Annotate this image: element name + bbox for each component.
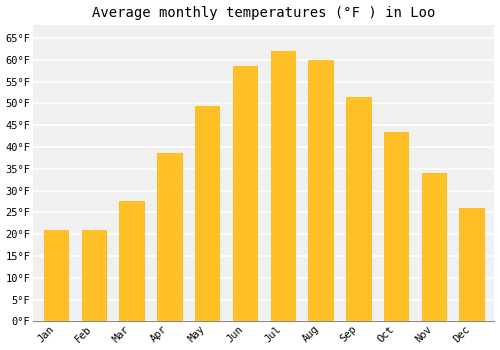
Bar	[422, 173, 446, 321]
Bar	[270, 51, 295, 321]
Bar	[157, 154, 182, 321]
Bar	[232, 66, 258, 321]
Bar	[44, 230, 68, 321]
Title: Average monthly temperatures (°F ) in Loo: Average monthly temperatures (°F ) in Lo…	[92, 6, 436, 20]
Bar	[82, 230, 106, 321]
Bar	[120, 202, 144, 321]
Bar	[308, 60, 333, 321]
Bar	[195, 106, 220, 321]
Bar	[384, 132, 408, 321]
Bar	[346, 97, 370, 321]
Bar	[460, 208, 484, 321]
